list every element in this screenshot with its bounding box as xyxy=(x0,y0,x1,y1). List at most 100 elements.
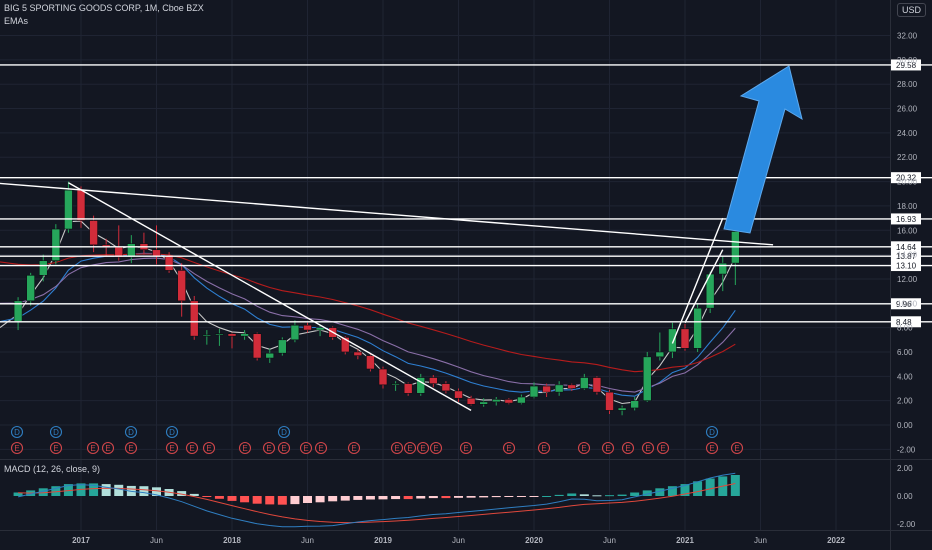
earnings-marker-label: E xyxy=(433,444,438,453)
dividend-marker-label: D xyxy=(53,428,59,437)
candle xyxy=(655,332,665,361)
earnings-marker-label: E xyxy=(266,444,271,453)
macd-bar xyxy=(303,496,312,503)
candle-body xyxy=(630,400,639,409)
candle-body xyxy=(542,385,551,393)
macd-bar xyxy=(391,496,401,500)
level-label-box xyxy=(891,250,921,262)
candle-body xyxy=(164,255,174,271)
dividend-marker xyxy=(124,425,138,439)
candle xyxy=(51,224,61,265)
ema-indicator-label[interactable]: EMAs xyxy=(4,16,29,26)
candle xyxy=(491,397,501,406)
macd-bar xyxy=(378,496,388,500)
candle-body xyxy=(315,327,325,331)
macd-bar xyxy=(177,491,187,496)
candle-body xyxy=(51,228,61,261)
earnings-marker-label: E xyxy=(581,444,586,453)
candle-body xyxy=(353,351,363,356)
price-tick-label: 14.00 xyxy=(897,251,918,260)
macd-bar xyxy=(202,496,212,497)
macd-bar xyxy=(277,496,287,505)
candle xyxy=(517,394,526,405)
earnings-marker-label: E xyxy=(281,444,286,453)
candle-body xyxy=(617,407,627,411)
dividend-marker-label: D xyxy=(169,428,175,437)
candle xyxy=(265,348,275,363)
earnings-marker-label: E xyxy=(53,444,58,453)
earnings-marker-label: E xyxy=(105,444,110,453)
earnings-marker-label: E xyxy=(407,444,412,453)
candle xyxy=(680,323,690,351)
candle-body xyxy=(416,377,426,394)
candles xyxy=(13,181,740,416)
candle xyxy=(567,383,577,391)
price-tick-label: 30.00 xyxy=(897,56,918,65)
candle-body xyxy=(76,189,86,221)
candle-body xyxy=(504,399,514,404)
price-tick-label: -2.00 xyxy=(897,445,916,454)
level-label: 9.96 xyxy=(896,300,912,309)
currency-button[interactable]: USD xyxy=(896,3,926,17)
candle xyxy=(38,254,48,282)
earnings-marker xyxy=(202,441,216,455)
earnings-marker xyxy=(730,441,744,455)
price-tick-label: 26.00 xyxy=(897,105,918,114)
candle xyxy=(127,235,136,264)
earnings-marker xyxy=(86,441,100,455)
candle xyxy=(441,381,451,394)
price-tick-label: 6.00 xyxy=(897,348,913,357)
macd-bar xyxy=(730,475,740,496)
candle-body xyxy=(391,383,400,386)
macd-bar xyxy=(227,496,237,501)
price-tick-label: 2.00 xyxy=(897,397,913,406)
earnings-marker xyxy=(601,441,615,455)
candle xyxy=(642,351,652,402)
time-tick-label: 2018 xyxy=(223,536,241,545)
macd-bar xyxy=(290,496,300,505)
trend-lines xyxy=(0,182,774,412)
candle xyxy=(416,373,426,396)
level-label: 8.48 xyxy=(896,318,912,327)
candle xyxy=(26,272,35,306)
macd-bar xyxy=(13,492,23,496)
candle xyxy=(227,332,237,349)
candle-body xyxy=(655,351,665,358)
macd-bar xyxy=(416,496,426,499)
candle xyxy=(215,328,224,346)
earnings-marker-label: E xyxy=(14,444,19,453)
macd-bar xyxy=(667,486,677,496)
macd-bar xyxy=(642,490,652,496)
horizontal-levels xyxy=(0,64,932,323)
candle-body xyxy=(479,401,488,405)
earnings-marker xyxy=(403,441,417,455)
macd-label[interactable]: MACD (12, 26, close, 9) xyxy=(4,464,101,474)
candle xyxy=(592,376,602,395)
candle-body xyxy=(240,333,249,337)
candle xyxy=(693,303,702,352)
candle-body xyxy=(64,189,73,230)
earnings-marker xyxy=(124,441,138,455)
level-label: 13.10 xyxy=(896,262,917,271)
downtrend-line xyxy=(68,182,472,412)
earnings-marker-label: E xyxy=(734,444,739,453)
time-tick-label: 2019 xyxy=(374,536,392,545)
earnings-marker-label: E xyxy=(303,444,308,453)
candle xyxy=(290,320,300,343)
level-label-box xyxy=(891,172,921,184)
macd-bar xyxy=(365,496,375,500)
earnings-marker-label: E xyxy=(169,444,174,453)
candle-body xyxy=(38,260,48,276)
candle xyxy=(353,349,363,360)
level-label: 13.87 xyxy=(896,252,917,261)
time-tick-label: 2021 xyxy=(676,536,694,545)
candle xyxy=(466,395,476,406)
candle-body xyxy=(580,377,589,389)
candle-body xyxy=(403,383,413,394)
earnings-marker xyxy=(429,441,443,455)
earnings-marker-label: E xyxy=(90,444,95,453)
earnings-marker xyxy=(277,441,291,455)
candle xyxy=(479,398,488,407)
earnings-marker-label: E xyxy=(318,444,323,453)
candle xyxy=(718,255,728,292)
